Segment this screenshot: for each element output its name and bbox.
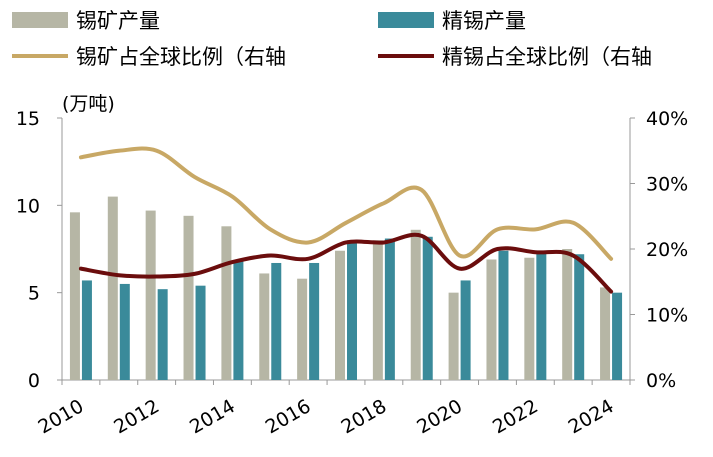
ore-bar-2024: [600, 287, 611, 380]
ore-bar-2013: [183, 215, 194, 380]
ore-bar-2023: [562, 249, 573, 380]
ore-bar-2010: [69, 212, 80, 380]
refined-bar-2018: [384, 238, 395, 380]
legend-label-1: 锡矿产量: [76, 9, 160, 33]
legend-swatch-2: [378, 12, 434, 28]
refined-bar-2021: [498, 250, 509, 380]
refined-bar-2022: [536, 250, 547, 380]
right-tick-label: 40%: [646, 108, 688, 130]
left-axis-unit: (万吨): [62, 93, 115, 115]
refined-bar-2013: [195, 285, 206, 380]
lines: [78, 146, 614, 294]
x-tick-label: 2016: [262, 395, 315, 438]
right-tick-label: 10%: [646, 305, 688, 327]
ore-bar-2022: [524, 257, 535, 380]
ore-bar-2011: [107, 196, 118, 380]
legend-label-4: 精锡占全球比例（右轴: [442, 45, 652, 69]
refined-bar-2023: [574, 254, 585, 380]
right-tick-label: 0%: [646, 370, 676, 392]
right-tick-label: 20%: [646, 239, 688, 261]
x-tick-label: 2012: [110, 395, 163, 438]
ore-bar-2021: [486, 259, 497, 380]
legend-label-2: 精锡产量: [442, 9, 526, 33]
left-tick-label: 15: [16, 108, 40, 130]
legend-label-3: 锡矿占全球比例（右轴: [76, 45, 286, 69]
ore-bar-2016: [297, 278, 308, 380]
left-tick-label: 5: [28, 283, 40, 305]
x-tick-label: 2018: [337, 395, 390, 438]
refined-bar-2017: [347, 240, 357, 380]
x-tick-label: 2020: [413, 395, 466, 438]
refined-bar-2024: [612, 292, 623, 380]
left-tick-label: 10: [16, 195, 40, 217]
right-tick-label: 30%: [646, 174, 688, 196]
refined-bar-2010: [81, 280, 92, 380]
refined-bar-2012: [157, 289, 168, 380]
left-tick-label: 0: [28, 370, 40, 392]
x-tick-label: 2014: [186, 395, 239, 438]
refined-bar-2016: [309, 262, 320, 380]
ore-bar-2019: [410, 229, 421, 380]
refined-bar-2015: [271, 262, 282, 380]
refined-bar-2011: [119, 283, 130, 380]
x-tick-label: 2024: [565, 395, 618, 438]
legend-swatch-1: [12, 12, 68, 28]
x-tick-label: 2010: [35, 395, 88, 438]
ore-bar-2014: [221, 226, 232, 380]
ore-bar-2015: [259, 273, 270, 380]
ore-bar-2017: [335, 250, 345, 380]
ore-bar-2018: [372, 240, 383, 380]
bars: [69, 196, 623, 380]
refined-bar-2014: [233, 261, 244, 380]
refined-bar-2020: [460, 280, 471, 380]
x-tick-label: 2022: [489, 395, 542, 438]
refined-bar-2019: [422, 236, 433, 380]
ore-bar-2012: [145, 210, 156, 380]
ore-bar-2020: [448, 292, 459, 380]
